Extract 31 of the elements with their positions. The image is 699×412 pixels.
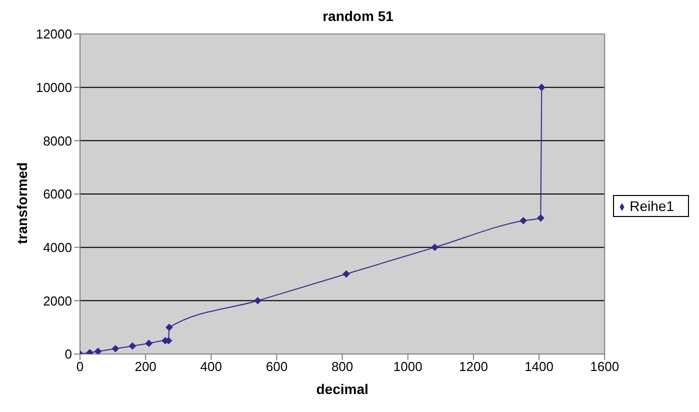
point — [537, 214, 544, 222]
x-tick-label: 800 — [331, 359, 354, 374]
x-tick-label: 400 — [200, 359, 222, 374]
point — [431, 244, 438, 251]
y-tick-label: 10000 — [36, 80, 72, 95]
legend-label: Reihe1 — [630, 198, 674, 214]
point — [342, 270, 350, 278]
point — [538, 84, 546, 91]
point — [166, 324, 173, 331]
y-tick-label: 2000 — [43, 293, 72, 308]
x-tick-label: 1400 — [524, 359, 554, 374]
point — [94, 348, 102, 354]
x-tick-label: 1000 — [393, 359, 422, 374]
y-tick-label: 8000 — [43, 133, 72, 148]
point — [128, 342, 136, 350]
y-tick-label: 12000 — [36, 26, 72, 42]
x-tick-label: 200 — [134, 359, 156, 374]
point — [112, 345, 119, 352]
x-axis-title: decimal — [316, 381, 368, 397]
y-tick-label: 0 — [64, 346, 72, 362]
x-tick-label: 1200 — [459, 359, 488, 374]
chart-title: random 51 — [322, 8, 394, 24]
x-tick-label: 0 — [76, 359, 84, 374]
y-axis-title: transformed — [14, 162, 30, 244]
y-tick-label: 6000 — [43, 186, 72, 202]
x-tick-label: 600 — [266, 359, 288, 374]
point — [254, 297, 262, 304]
point — [520, 217, 527, 224]
y-tick-label: 4000 — [43, 240, 72, 255]
point — [145, 340, 152, 347]
x-tick-label: 1600 — [590, 359, 620, 374]
